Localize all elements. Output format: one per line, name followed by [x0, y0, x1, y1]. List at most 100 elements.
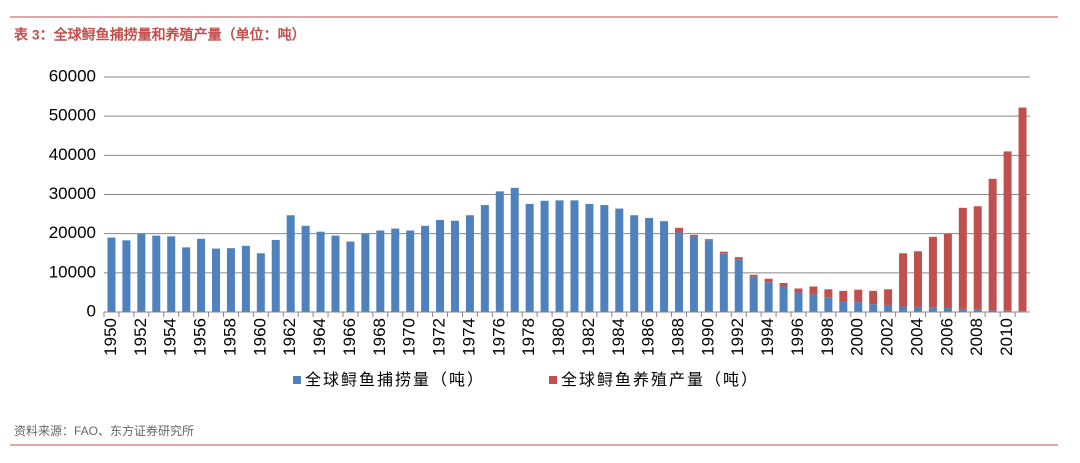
bar-segment — [794, 292, 803, 312]
x-tick-label: 1980 — [549, 318, 568, 356]
bar-segment — [555, 200, 564, 312]
bar-segment — [256, 253, 265, 312]
bar-segment — [167, 236, 176, 312]
legend-swatch — [293, 376, 301, 384]
bar-segment — [346, 241, 355, 312]
bar-segment — [241, 245, 250, 312]
bar-segment — [824, 289, 833, 298]
bar-segment — [824, 297, 833, 312]
bar-segment — [839, 290, 848, 302]
x-tick-label: 1974 — [459, 318, 478, 356]
y-tick-label: 60000 — [49, 66, 96, 85]
x-tick-label: 1996 — [788, 318, 807, 356]
x-tick-label: 2002 — [878, 318, 897, 356]
x-tick-label: 1994 — [758, 318, 777, 356]
bar-segment — [495, 191, 504, 312]
x-tick-label: 2008 — [967, 318, 986, 356]
bar-segment — [794, 288, 803, 293]
bar-segment — [675, 232, 684, 312]
x-tick-label: 1962 — [280, 318, 299, 356]
bar-segment — [973, 309, 982, 312]
x-tick-label: 1956 — [191, 318, 210, 356]
x-tick-label: 1964 — [310, 318, 329, 356]
bar-segment — [943, 308, 952, 312]
bar-segment — [839, 301, 848, 312]
bar-segment — [286, 215, 295, 312]
bar-segment — [689, 236, 698, 312]
bar-segment — [958, 207, 967, 309]
bar-segment — [869, 304, 878, 312]
bar-segment — [943, 233, 952, 309]
bar-segment — [361, 233, 370, 312]
bar-segment — [1018, 107, 1027, 312]
x-tick-label: 1958 — [220, 318, 239, 356]
bar-segment — [122, 240, 131, 312]
bar-segment — [704, 239, 713, 241]
x-tick-label: 1998 — [818, 318, 837, 356]
bar-segment — [988, 310, 997, 312]
bar-segment — [884, 289, 893, 305]
bar-segment — [465, 215, 474, 312]
bar-segment — [958, 308, 967, 312]
bar-segment — [913, 251, 922, 307]
bar-segment — [615, 208, 624, 312]
bar-segment — [480, 205, 489, 312]
y-tick-label: 50000 — [49, 106, 96, 125]
legend-swatch — [549, 376, 557, 384]
bar-segment — [391, 228, 400, 312]
bar-segment — [570, 200, 579, 312]
bar-segment — [660, 221, 669, 312]
bar-segment — [182, 247, 191, 312]
x-tick-label: 1966 — [340, 318, 359, 356]
bar-segment — [734, 257, 743, 260]
y-tick-label: 20000 — [49, 223, 96, 242]
x-tick-label: 1954 — [161, 318, 180, 356]
bar-segment — [779, 283, 788, 287]
x-tick-label: 1968 — [370, 318, 389, 356]
bar-segment — [675, 227, 684, 233]
bar-segment — [899, 253, 908, 307]
bar-segment — [869, 290, 878, 305]
bar-segment — [540, 200, 549, 312]
bar-segment — [645, 218, 654, 312]
x-tick-label: 2004 — [907, 318, 926, 356]
x-tick-label: 1986 — [639, 318, 658, 356]
bar-segment — [764, 278, 773, 283]
bar-segment — [988, 178, 997, 311]
bar-segment — [884, 304, 893, 312]
bar-segment — [854, 302, 863, 312]
bar-segment — [630, 215, 639, 312]
x-tick-label: 1992 — [728, 318, 747, 356]
bar-segment — [764, 282, 773, 312]
bar-segment — [525, 203, 534, 312]
x-tick-label: 1952 — [131, 318, 150, 356]
x-tick-label: 2010 — [997, 318, 1016, 356]
bar-segment — [854, 289, 863, 303]
y-tick-label: 30000 — [49, 184, 96, 203]
bar-segment — [107, 237, 116, 312]
x-tick-label: 2006 — [937, 318, 956, 356]
bar-segment — [928, 236, 937, 308]
legend-label: 全球鲟鱼捕捞量（吨） — [305, 371, 485, 389]
bar-segment — [271, 239, 280, 312]
bar-segment — [779, 286, 788, 312]
bar-segment — [510, 187, 519, 312]
bar-segment — [809, 286, 818, 295]
bar-segment — [137, 233, 146, 312]
x-tick-label: 1972 — [430, 318, 449, 356]
legend-label: 全球鲟鱼养殖产量（吨） — [561, 371, 759, 389]
bar-segment — [212, 248, 221, 312]
y-tick-label: 10000 — [49, 262, 96, 281]
bar-segment — [406, 230, 415, 312]
x-tick-label: 1988 — [669, 318, 688, 356]
bar-segment — [376, 230, 385, 312]
bar-segment — [301, 225, 310, 312]
bar-segment — [600, 205, 609, 312]
bar-segment — [734, 259, 743, 312]
bar-segment — [719, 253, 728, 312]
y-tick-label: 40000 — [49, 145, 96, 164]
bar-segment — [749, 274, 758, 277]
bar-segment — [421, 225, 430, 312]
